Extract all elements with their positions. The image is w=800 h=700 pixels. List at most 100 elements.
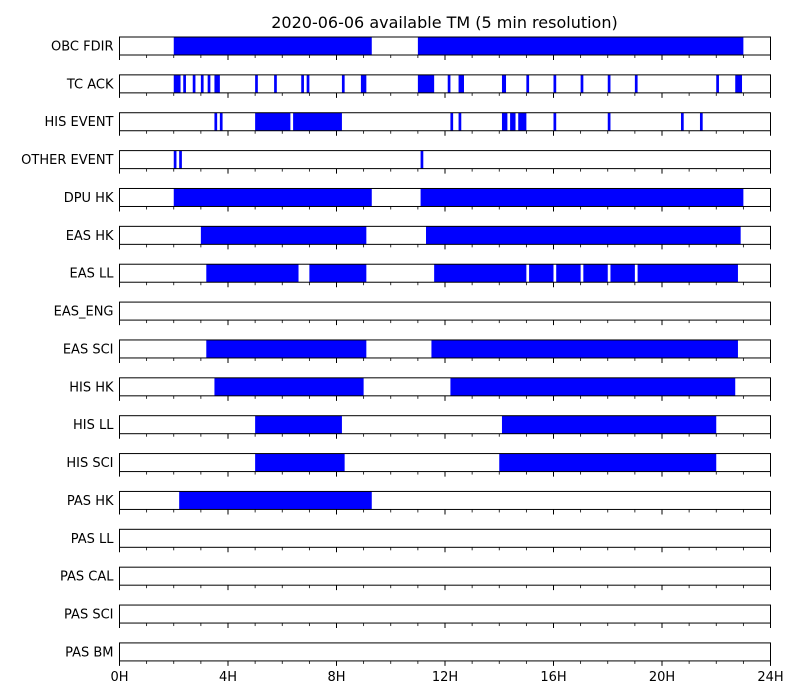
availability-bar [173, 37, 372, 55]
row-frame [119, 642, 771, 662]
availability-bar [214, 74, 220, 93]
availability-bar [207, 74, 211, 93]
availability-bar [680, 112, 684, 131]
availability-bar [634, 74, 638, 93]
availability-bar [192, 74, 196, 93]
availability-bar [200, 74, 204, 93]
availability-bar [309, 264, 367, 283]
availability-bar [200, 226, 367, 245]
availability-bar [214, 377, 364, 396]
x-tick-label: 16H [540, 670, 566, 685]
availability-bar [274, 74, 277, 93]
timeline-row: TC ACK [66, 74, 771, 98]
row-label: HIS SCI [66, 456, 113, 471]
row-frame [119, 528, 771, 548]
availability-bar [301, 74, 304, 93]
timeline-row: HIS SCI [66, 453, 771, 477]
availability-bar [699, 112, 703, 131]
availability-bar [716, 74, 719, 93]
availability-bar [526, 74, 530, 93]
availability-bar [219, 112, 223, 131]
timeline-row: PAS HK [67, 490, 771, 515]
availability-bar [255, 74, 258, 93]
row-frame [119, 604, 771, 624]
row-label: PAS SCI [64, 608, 113, 623]
availability-bar [553, 112, 557, 131]
timeline-row: DPU HK [64, 187, 771, 212]
availability-bar [553, 74, 557, 93]
x-axis: 0H 4H 8H 12H 16H 20H 24H [110, 670, 783, 685]
row-label: PAS CAL [60, 570, 114, 585]
availability-bar [510, 112, 516, 131]
row-label: TC ACK [66, 77, 114, 92]
availability-bar [518, 112, 527, 131]
availability-bar [607, 112, 611, 131]
row-label: DPU HK [64, 191, 114, 206]
availability-bar [420, 188, 744, 207]
availability-bar [255, 453, 345, 472]
availability-bar [458, 74, 464, 93]
availability-bar [426, 226, 741, 245]
row-frame [119, 566, 771, 586]
availability-bar [173, 74, 181, 93]
timeline-row: PAS SCI [64, 604, 771, 629]
timeline-row: EAS_ENG [54, 301, 771, 326]
rows-layer: OBC FDIR TC ACK HIS EVENT OTHER EVENT DPU HK… [21, 36, 771, 666]
availability-bar [255, 112, 291, 131]
row-label: OBC FDIR [51, 40, 114, 55]
row-label: HIS LL [73, 418, 114, 433]
availability-bar [580, 74, 584, 93]
row-label: EAS HK [66, 229, 114, 244]
availability-bar [179, 150, 182, 169]
row-frame [119, 150, 771, 170]
x-tick-label: 4H [219, 670, 237, 685]
availability-bar [173, 150, 177, 169]
row-label: PAS HK [67, 494, 114, 509]
row-label: EAS LL [70, 267, 115, 282]
availability-bar [420, 150, 424, 169]
x-tick-label: 24H [757, 670, 783, 685]
availability-bar [417, 74, 435, 93]
availability-bar [610, 264, 635, 283]
availability-bar [529, 264, 554, 283]
availability-bar [501, 112, 508, 131]
availability-bar [306, 74, 310, 93]
availability-bar [607, 74, 611, 93]
availability-bar [360, 74, 367, 93]
timeline-row: EAS LL [70, 263, 771, 288]
availability-bar [450, 112, 454, 131]
x-tick-label: 8H [327, 670, 345, 685]
availability-bar [183, 74, 186, 93]
row-frame [119, 301, 771, 321]
row-label: PAS LL [71, 532, 115, 547]
x-tick-label: 20H [649, 670, 675, 685]
x-tick-label: 0H [110, 670, 128, 685]
availability-bar [583, 264, 608, 283]
row-label: HIS HK [69, 380, 114, 395]
availability-bar [293, 112, 342, 131]
timeline-row: HIS HK [69, 377, 771, 401]
row-label: HIS EVENT [45, 115, 114, 130]
availability-bar [501, 415, 717, 434]
row-frame [119, 112, 771, 132]
chart-title: 2020-06-06 available TM (5 min resolutio… [271, 13, 617, 32]
timeline-row: HIS EVENT [45, 112, 771, 136]
availability-bar [255, 415, 342, 434]
timeline-row: OBC FDIR [51, 36, 771, 60]
timeline-row: PAS BM [65, 642, 771, 666]
availability-bar [206, 264, 299, 283]
timeline-row: HIS LL [73, 415, 771, 439]
x-tick-label: 12H [432, 670, 458, 685]
availability-bar [501, 74, 507, 93]
row-label: PAS BM [65, 645, 113, 660]
availability-bar [214, 112, 218, 131]
availability-bar [735, 74, 743, 93]
availability-bar [450, 377, 736, 396]
availability-bar [447, 74, 451, 93]
availability-bar [431, 339, 738, 358]
row-label: OTHER EVENT [21, 153, 113, 168]
timeline-row: EAS HK [66, 225, 771, 250]
availability-bar [458, 112, 462, 131]
timeline-row: OTHER EVENT [21, 150, 771, 174]
